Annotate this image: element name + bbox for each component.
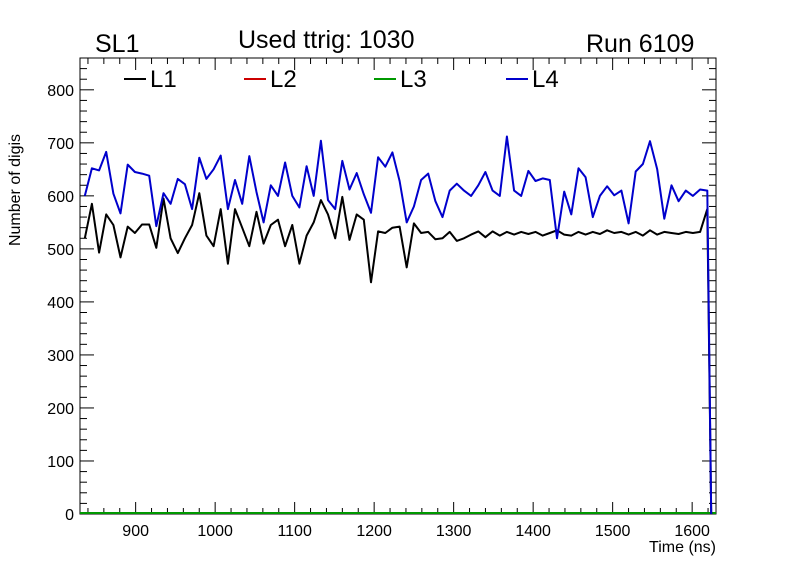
y-tick-label: 700 (47, 136, 74, 153)
y-tick-label: 300 (47, 348, 74, 365)
y-tick-label: 100 (47, 454, 74, 471)
chart-marks: 900 1000 1100 1200 1300 1400 1500 1600 0 100 200 30… (47, 57, 717, 540)
x-tick-label: 1200 (356, 523, 392, 540)
legend-label-l2: L2 (270, 66, 297, 93)
x-axis-label: Time (ns) (649, 539, 716, 556)
y-tick-label: 400 (47, 295, 74, 312)
y-tick-label: 200 (47, 401, 74, 418)
series-line-l1 (83, 192, 713, 515)
legend-label-l3: L3 (400, 66, 427, 93)
x-tick-label: 1400 (515, 523, 551, 540)
chart-title: Used ttrig: 1030 (238, 26, 415, 54)
x-tick-label: 1000 (197, 523, 233, 540)
superlayer-label: SL1 (95, 30, 139, 58)
x-tick-label: 900 (122, 523, 149, 540)
x-tick-label: 1500 (595, 523, 631, 540)
plot-frame (79, 57, 717, 515)
legend: L1 L2 L3 L4 (124, 66, 559, 93)
y-tick-label: 0 (65, 507, 74, 524)
y-tick-label: 500 (47, 242, 74, 259)
run-label: Run 6109 (586, 30, 694, 58)
y-tick-label: 600 (47, 189, 74, 206)
x-tick-label: 1300 (436, 523, 472, 540)
series-line-l4 (83, 135, 713, 515)
legend-label-l4: L4 (532, 66, 559, 93)
x-tick-label: 1600 (674, 523, 710, 540)
y-axis-label: Number of digis (7, 134, 24, 246)
y-tick-label: 800 (47, 83, 74, 100)
legend-label-l1: L1 (150, 66, 177, 93)
x-tick-label: 1100 (277, 523, 312, 540)
